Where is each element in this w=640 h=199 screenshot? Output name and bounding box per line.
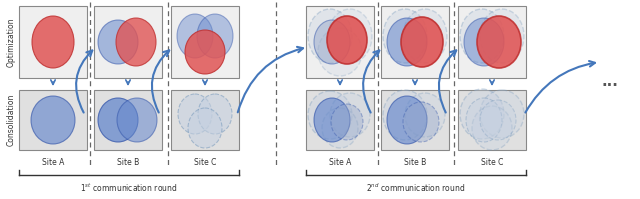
Text: 1$^{st}$ communication round: 1$^{st}$ communication round (80, 182, 178, 194)
Ellipse shape (318, 28, 362, 76)
Ellipse shape (314, 98, 350, 142)
Text: Consolidation: Consolidation (6, 94, 15, 146)
Ellipse shape (330, 93, 370, 137)
Ellipse shape (383, 9, 427, 63)
Ellipse shape (331, 104, 363, 140)
Bar (19, 90, 87, 150)
Ellipse shape (480, 100, 516, 140)
Ellipse shape (460, 9, 504, 63)
Ellipse shape (322, 108, 358, 148)
Ellipse shape (327, 16, 367, 64)
Bar (458, 90, 526, 150)
Bar (19, 6, 87, 78)
Ellipse shape (98, 20, 138, 64)
Text: Site C: Site C (481, 158, 503, 167)
Ellipse shape (98, 98, 138, 142)
Text: Site B: Site B (117, 158, 139, 167)
Ellipse shape (328, 9, 372, 63)
Ellipse shape (178, 94, 212, 134)
Ellipse shape (314, 20, 350, 64)
Ellipse shape (401, 17, 443, 67)
Text: ...: ... (602, 73, 618, 89)
Ellipse shape (32, 16, 74, 68)
Text: Site A: Site A (42, 158, 64, 167)
Bar (171, 90, 239, 150)
Ellipse shape (477, 16, 521, 68)
Bar (94, 90, 162, 150)
Bar (94, 6, 162, 78)
Ellipse shape (117, 98, 157, 142)
Ellipse shape (403, 9, 447, 63)
Ellipse shape (460, 89, 504, 139)
Ellipse shape (387, 96, 427, 144)
Ellipse shape (188, 108, 222, 148)
Ellipse shape (116, 18, 156, 66)
Ellipse shape (197, 14, 233, 58)
Ellipse shape (383, 90, 427, 140)
Ellipse shape (308, 91, 352, 139)
Ellipse shape (185, 30, 225, 74)
Ellipse shape (198, 94, 232, 134)
Ellipse shape (405, 93, 445, 137)
Ellipse shape (480, 9, 524, 63)
Bar (381, 90, 449, 150)
Text: Site C: Site C (194, 158, 216, 167)
Ellipse shape (464, 18, 504, 66)
Ellipse shape (308, 9, 352, 63)
Bar (306, 90, 374, 150)
Ellipse shape (480, 90, 524, 138)
Ellipse shape (403, 102, 439, 142)
Ellipse shape (387, 18, 427, 66)
Ellipse shape (31, 96, 75, 144)
Bar (171, 6, 239, 78)
Text: 2$^{nd}$ communication round: 2$^{nd}$ communication round (366, 182, 466, 194)
Text: Site B: Site B (404, 158, 426, 167)
Text: Optimization: Optimization (6, 17, 15, 67)
Ellipse shape (472, 106, 512, 150)
Ellipse shape (177, 14, 213, 58)
Text: Site A: Site A (329, 158, 351, 167)
Bar (306, 6, 374, 78)
Ellipse shape (466, 98, 502, 142)
Bar (458, 6, 526, 78)
Bar (381, 6, 449, 78)
